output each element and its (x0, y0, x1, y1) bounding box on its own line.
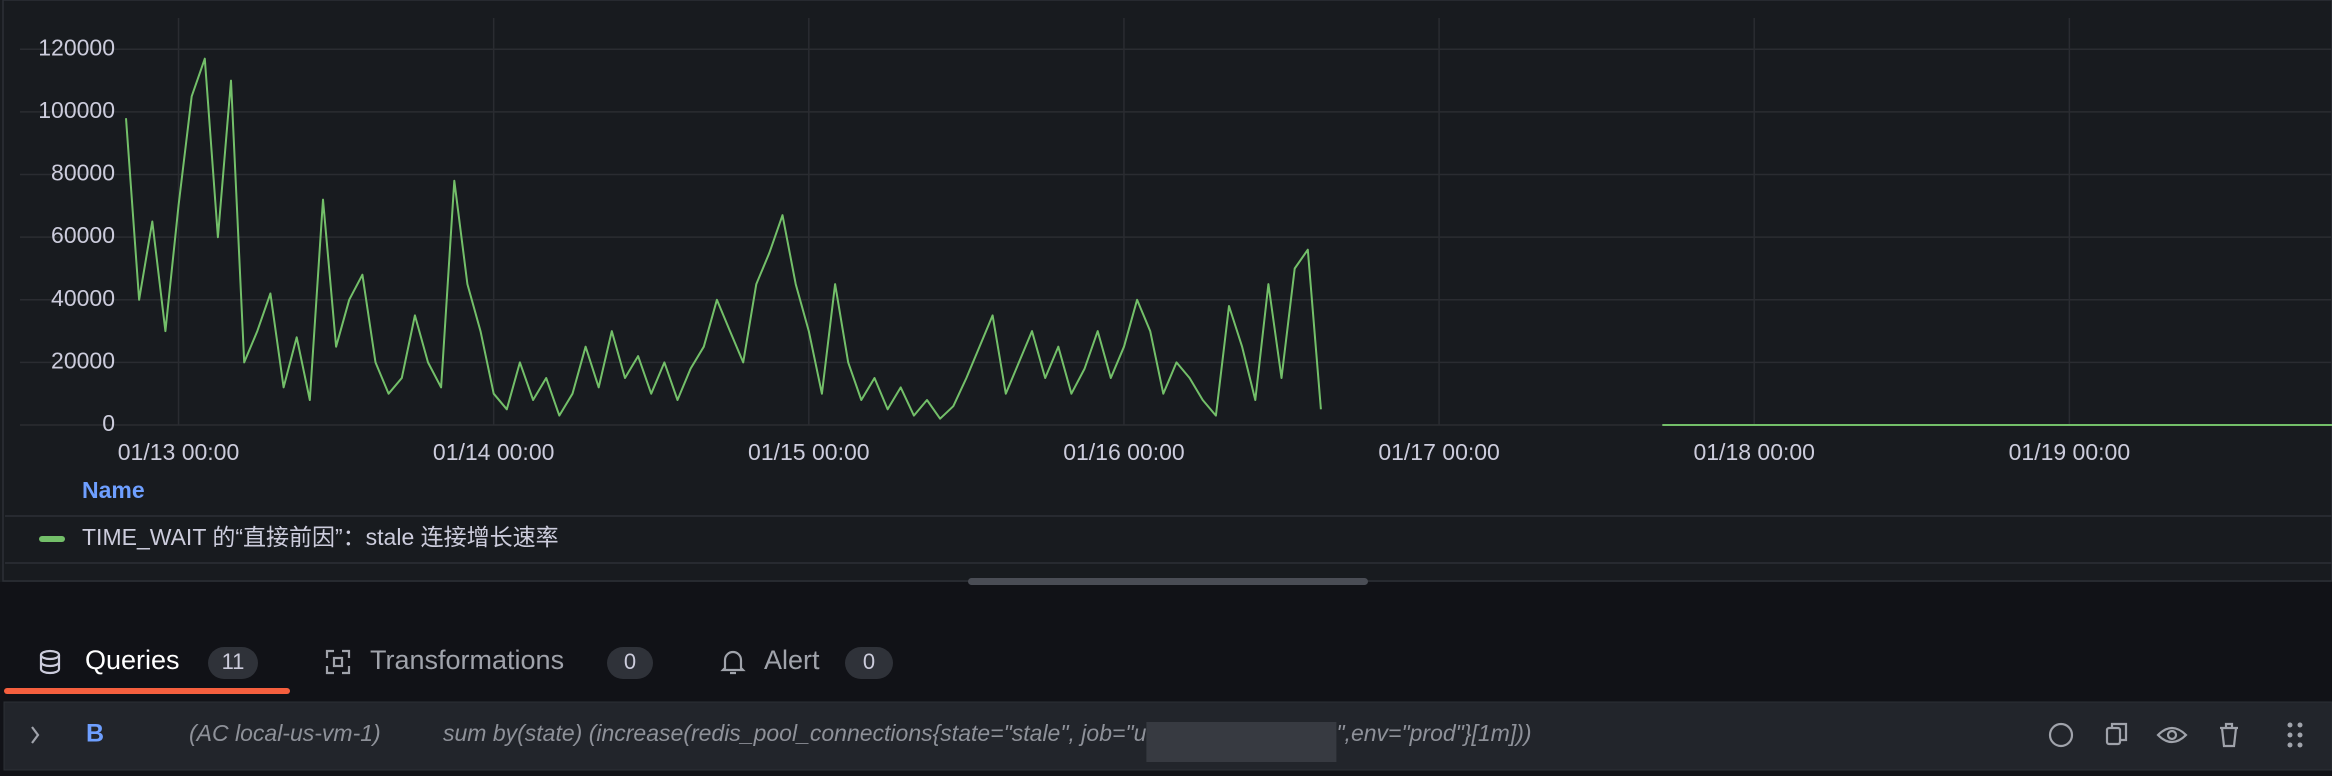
resize-handle[interactable] (968, 578, 1368, 585)
drag-handle[interactable] (2287, 722, 2303, 748)
tab-queries[interactable]: Queries 11 (4, 645, 290, 694)
series-line (125, 57, 2332, 426)
tab-badge (845, 647, 893, 679)
legend-label[interactable]: TIME_WAIT 的“直接前因”：stale 连接增长速率 (82, 524, 559, 550)
query-expression[interactable]: ",env="prod"}[1m])) (1336, 720, 1531, 746)
tab-label: Queries (85, 645, 180, 675)
y-tick-label: 80000 (51, 160, 115, 186)
tab-label: Alert (764, 645, 820, 675)
bell-icon (720, 650, 746, 675)
duplicate-button[interactable] (2105, 722, 2128, 746)
delete-button[interactable] (2220, 722, 2238, 748)
y-tick-label: 60000 (51, 222, 115, 248)
panel-background (0, 0, 2332, 582)
legend-swatch (39, 536, 65, 542)
x-tick-label: 01/17 00:00 (1378, 439, 1500, 465)
tab-label: Transformations (370, 645, 564, 675)
database-icon (39, 649, 61, 675)
tab-badge (208, 647, 258, 679)
y-tick-label: 120000 (38, 34, 115, 60)
query-expression[interactable]: sum by(state) (increase(redis_pool_conne… (443, 720, 1147, 746)
y-tick-label: 100000 (38, 97, 115, 123)
tab-transformations[interactable]: Transformations 0 (325, 645, 653, 679)
x-tick-label: 01/13 00:00 (118, 439, 240, 465)
collapse-toggle[interactable] (31, 726, 40, 744)
x-tick-label: 01/18 00:00 (1693, 439, 1815, 465)
tab-count: 0 (624, 649, 636, 674)
tab-alert[interactable]: Alert 0 (720, 645, 893, 679)
x-tick-label: 01/14 00:00 (433, 439, 555, 465)
query-datasource: (AC local-us-vm-1) (189, 720, 381, 746)
query-ref[interactable]: B (86, 720, 104, 748)
y-tick-label: 20000 (51, 347, 115, 373)
y-tick-label: 40000 (51, 285, 115, 311)
help-button[interactable] (2048, 722, 2074, 748)
plot: 0 20000 40000 60000 80000 100000 120000 01/13 0… (20, 18, 2332, 465)
active-tab-underline (4, 688, 290, 694)
legend-title[interactable]: Name (82, 477, 145, 503)
x-tick-label: 01/19 00:00 (2009, 439, 2131, 465)
y-tick-label: 0 (102, 410, 115, 436)
tab-badge (607, 647, 653, 679)
tab-count: 11 (222, 649, 245, 674)
redaction (1146, 722, 1337, 762)
transform-icon (325, 649, 351, 675)
x-tick-label: 01/15 00:00 (748, 439, 870, 465)
tab-count: 0 (863, 649, 875, 674)
x-tick-label: 01/16 00:00 (1063, 439, 1185, 465)
toggle-visibility-button[interactable] (2156, 726, 2188, 744)
